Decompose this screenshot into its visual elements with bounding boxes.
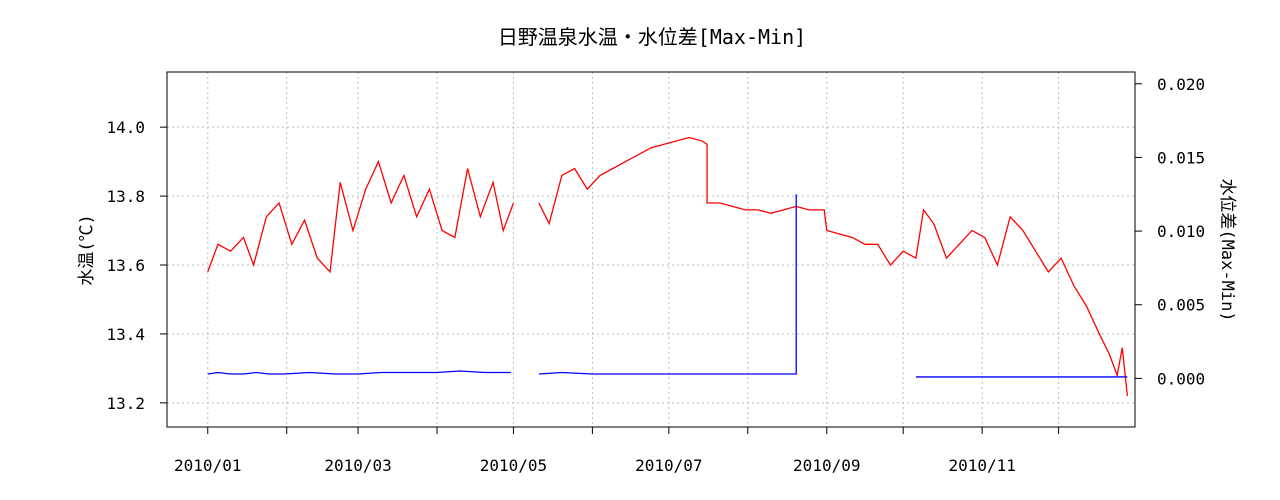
x-tick-label: 2010/03 xyxy=(324,456,391,475)
y-right-tick-label: 0.005 xyxy=(1157,296,1205,315)
plot-frame xyxy=(166,71,1136,428)
x-tick-label: 2010/01 xyxy=(174,456,241,475)
y-right-tick-label: 0.000 xyxy=(1157,369,1205,388)
y-right-tick-label: 0.015 xyxy=(1157,148,1205,167)
y-left-tick-label: 13.4 xyxy=(106,325,145,344)
gridlines xyxy=(167,72,1135,427)
water-temperature-line xyxy=(538,136,1129,397)
x-tick-label: 2010/11 xyxy=(948,456,1015,475)
x-tick-label: 2010/05 xyxy=(480,456,547,475)
x-tick-label: 2010/07 xyxy=(635,456,702,475)
water-level-diff-line xyxy=(538,194,797,375)
water-level-diff-line xyxy=(207,370,511,375)
y-left-tick-label: 13.6 xyxy=(106,256,145,275)
y-axis-left-label: 水温(℃) xyxy=(77,214,97,285)
y-left-tick-label: 13.2 xyxy=(106,394,145,413)
x-axis: 2010/01 2010/03 2010/05 2010/07 2010/09 2010/… xyxy=(174,427,1060,475)
y-axis-right: 0.000 0.005 0.010 0.015 0.020 xyxy=(1135,75,1205,388)
y-right-tick-label: 0.020 xyxy=(1157,75,1205,94)
water-temperature-line xyxy=(207,159,515,274)
chart-title: 日野温泉水温・水位差[Max-Min] xyxy=(498,25,806,49)
x-tick-label: 2010/09 xyxy=(793,456,860,475)
y-right-tick-label: 0.010 xyxy=(1157,222,1205,241)
y-axis-right-label: 水位差(Max-Min) xyxy=(1217,178,1237,321)
series-layer xyxy=(207,136,1129,397)
y-axis-left: 13.2 13.4 13.6 13.8 14.0 xyxy=(106,118,167,413)
y-left-tick-label: 13.8 xyxy=(106,187,145,206)
y-left-tick-label: 14.0 xyxy=(106,118,145,137)
